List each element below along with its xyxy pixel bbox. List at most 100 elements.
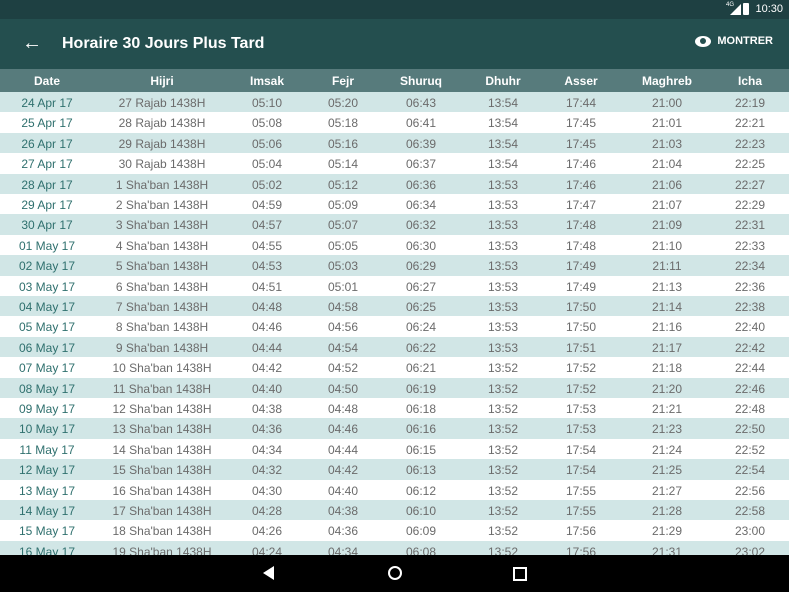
cell-shuruq: 06:08	[405, 544, 437, 555]
column-header-hijri: Hijri	[150, 74, 174, 88]
cell-asser: 17:46	[565, 177, 597, 192]
cell-maghreb: 21:04	[651, 157, 683, 172]
cell-maghreb: 21:01	[651, 116, 683, 131]
table-row: 06 May 17 9 Sha'ban 1438H 04:44 04:54 06:22 1…	[0, 336, 789, 358]
cell-date: 11 May 17	[19, 442, 75, 457]
back-arrow-icon[interactable]: ←	[22, 32, 42, 54]
cell-maghreb: 21:07	[651, 198, 683, 212]
table-row: 05 May 17 8 Sha'ban 1438H 04:46 04:56 06:24 1…	[0, 316, 789, 336]
cell-date: 01 May 17	[18, 238, 76, 253]
cell-maghreb: 21:23	[651, 422, 683, 437]
cell-icha: 22:44	[734, 361, 766, 376]
cell-date: 16 May 17	[18, 544, 76, 555]
cell-imsak: 04:44	[251, 340, 283, 355]
cell-date: 28 Apr 17	[21, 177, 73, 192]
table-row: 28 Apr 17 1 Sha'ban 1438H 05:02 05:12 06:36 1…	[0, 173, 789, 194]
cell-maghreb: 21:28	[651, 504, 683, 518]
cell-asser: 17:50	[565, 300, 597, 314]
eye-icon	[695, 35, 712, 47]
cell-shuruq: 06:21	[405, 361, 437, 376]
cell-fejr: 05:12	[327, 177, 359, 192]
cell-maghreb: 21:21	[651, 402, 683, 416]
cell-hijri: 16 Sha'ban 1438H	[112, 483, 212, 498]
cell-dhuhr: 13:52	[487, 402, 519, 416]
cell-imsak: 04:59	[251, 198, 283, 212]
table-row: 12 May 17 15 Sha'ban 1438H 04:32 04:42 06:13…	[0, 459, 789, 480]
cell-maghreb: 21:16	[651, 320, 683, 335]
cell-hijri: 8 Sha'ban 1438H	[115, 320, 209, 335]
cell-imsak: 04:28	[251, 504, 283, 518]
table-row: 09 May 17 12 Sha'ban 1438H 04:38 04:48 06:18…	[0, 398, 789, 418]
cell-hijri: 18 Sha'ban 1438H	[112, 524, 212, 539]
cell-imsak: 04:42	[251, 361, 283, 376]
cell-date: 24 Apr 17	[21, 96, 73, 110]
cell-hijri: 3 Sha'ban 1438H	[115, 218, 209, 233]
cell-icha: 23:00	[734, 524, 766, 539]
home-nav-icon[interactable]	[388, 566, 402, 580]
cell-shuruq: 06:15	[405, 442, 437, 457]
cell-date: 07 May 17	[18, 361, 76, 376]
cell-hijri: 19 Sha'ban 1438H	[112, 544, 212, 555]
cell-hijri: 11 Sha'ban 1438H	[112, 381, 212, 396]
cell-fejr: 05:05	[327, 238, 359, 253]
cell-date: 04 May 17	[18, 300, 76, 314]
cell-shuruq: 06:30	[405, 238, 437, 253]
signal-icon	[730, 4, 741, 15]
cell-asser: 17:48	[565, 238, 597, 253]
cell-shuruq: 06:29	[405, 259, 437, 274]
cell-imsak: 05:08	[251, 116, 283, 131]
cell-hijri: 17 Sha'ban 1438H	[112, 504, 212, 518]
cell-hijri: 14 Sha'ban 1438H	[112, 442, 212, 457]
cell-shuruq: 06:09	[405, 524, 437, 539]
cell-fejr: 04:34	[327, 544, 359, 555]
cell-dhuhr: 13:52	[487, 463, 519, 478]
cell-shuruq: 06:13	[405, 463, 437, 478]
cell-maghreb: 21:24	[651, 442, 683, 457]
cell-fejr: 04:46	[327, 422, 359, 437]
cell-hijri: 1 Sha'ban 1438H	[115, 177, 209, 192]
cell-date: 02 May 17	[18, 259, 76, 274]
cell-imsak: 04:48	[251, 300, 283, 314]
cell-imsak: 04:53	[251, 259, 283, 274]
cell-date: 12 May 17	[18, 463, 76, 478]
table-row: 27 Apr 17 30 Rajab 1438H 05:04 05:14 06:37 13…	[0, 153, 789, 173]
cell-dhuhr: 13:52	[487, 422, 519, 437]
cell-imsak: 04:38	[251, 402, 283, 416]
cell-dhuhr: 13:54	[487, 157, 519, 172]
cell-shuruq: 06:24	[405, 320, 437, 335]
recents-nav-icon[interactable]	[513, 567, 527, 581]
cell-asser: 17:56	[565, 544, 597, 555]
table-row: 03 May 17 6 Sha'ban 1438H 04:51 05:01 06:27 1…	[0, 276, 789, 296]
cell-shuruq: 06:37	[405, 157, 437, 172]
cell-asser: 17:45	[565, 116, 597, 131]
table-row: 29 Apr 17 2 Sha'ban 1438H 04:59 05:09 06:34 1…	[0, 194, 789, 214]
back-nav-icon[interactable]	[263, 566, 274, 580]
table-body[interactable]: 24 Apr 17 27 Rajab 1438H 05:10 05:20 06:43 13…	[0, 92, 789, 555]
cell-hijri: 12 Sha'ban 1438H	[112, 402, 212, 416]
cell-asser: 17:52	[565, 381, 597, 396]
cell-icha: 22:50	[734, 422, 766, 437]
table-row: 25 Apr 17 28 Rajab 1438H 05:08 05:18 06:41 13…	[0, 112, 789, 132]
table-row: 16 May 17 19 Sha'ban 1438H 04:24 04:34 06:08…	[0, 540, 789, 555]
table-row: 30 Apr 17 3 Sha'ban 1438H 04:57 05:07 06:32 1…	[0, 214, 789, 235]
cell-dhuhr: 13:54	[487, 116, 519, 131]
column-header-dhuhr: Dhuhr	[485, 74, 521, 88]
cell-dhuhr: 13:52	[487, 524, 519, 539]
show-button[interactable]: MONTRER	[695, 35, 773, 47]
cell-dhuhr: 13:53	[487, 238, 519, 253]
cell-icha: 22:40	[734, 320, 766, 335]
cell-asser: 17:54	[565, 442, 597, 457]
cell-maghreb: 21:03	[651, 136, 683, 151]
page-title: Horaire 30 Jours Plus Tard	[62, 35, 265, 52]
cell-asser: 17:52	[565, 361, 597, 376]
show-label: MONTRER	[717, 35, 773, 47]
cell-imsak: 04:32	[251, 463, 283, 478]
table-row: 08 May 17 11 Sha'ban 1438H 04:40 04:50 06:19…	[0, 377, 789, 398]
cell-shuruq: 06:43	[405, 96, 437, 110]
cell-shuruq: 06:32	[405, 218, 437, 233]
cell-asser: 17:45	[565, 136, 597, 151]
table-row: 01 May 17 4 Sha'ban 1438H 04:55 05:05 06:30 1…	[0, 235, 789, 255]
cell-asser: 17:54	[565, 463, 597, 478]
cell-icha: 22:31	[734, 218, 766, 233]
cell-asser: 17:44	[565, 96, 597, 110]
